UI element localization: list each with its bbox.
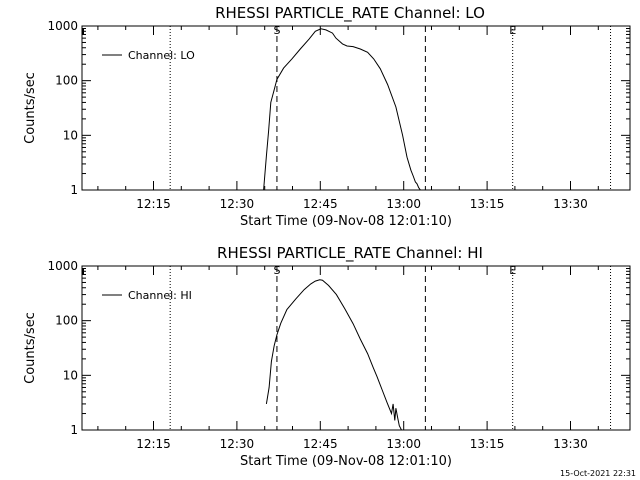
x-tick-label: 13:15 xyxy=(470,437,505,451)
y-axis-label: Counts/sec xyxy=(23,312,38,384)
y-tick-label: 10 xyxy=(63,368,78,382)
marker-label: S xyxy=(273,264,280,277)
plot-frame xyxy=(81,25,631,191)
x-axis-label: Start Time (09-Nov-08 12:01:10) xyxy=(240,214,452,229)
y-tick-label: 100 xyxy=(55,74,78,88)
x-tick-label: 12:45 xyxy=(303,437,338,451)
y-tick-label: 1 xyxy=(70,183,78,197)
timestamp-label: 15-Oct-2021 22:31 xyxy=(560,469,636,478)
series-line xyxy=(265,279,402,431)
marker-label: E xyxy=(509,24,516,37)
x-tick-label: 13:00 xyxy=(386,197,421,211)
y-tick-label: 10 xyxy=(63,128,78,142)
chart-title: RHESSI PARTICLE_RATE Channel: HI xyxy=(217,244,483,263)
x-axis-label: Start Time (09-Nov-08 12:01:10) xyxy=(240,454,452,469)
y-tick-label: 1000 xyxy=(47,259,78,273)
x-tick-label: 12:15 xyxy=(136,437,171,451)
x-tick-label: 12:30 xyxy=(220,197,255,211)
marker-label: E xyxy=(509,264,516,277)
y-tick-label: 1 xyxy=(70,423,78,437)
chart-panel-2: RHESSI PARTICLE_RATE Channel: HI Start Ti… xyxy=(23,244,631,469)
x-tick-label: 12:15 xyxy=(136,197,171,211)
x-tick-label: 12:30 xyxy=(220,437,255,451)
chart-panel-1: RHESSI PARTICLE_RATE Channel: LO Start Ti… xyxy=(23,4,631,229)
x-tick-label: 13:00 xyxy=(386,437,421,451)
legend-entry: Channel: LO xyxy=(128,49,195,62)
y-tick-label: 100 xyxy=(55,314,78,328)
x-tick-label: 13:15 xyxy=(470,197,505,211)
plot-frame xyxy=(81,265,631,431)
y-tick-label: 1000 xyxy=(47,19,78,33)
x-tick-label: 13:30 xyxy=(553,197,588,211)
x-tick-label: 13:30 xyxy=(553,437,588,451)
marker-label: S xyxy=(273,24,280,37)
legend-entry: Channel: HI xyxy=(128,289,192,302)
chart-title: RHESSI PARTICLE_RATE Channel: LO xyxy=(215,4,485,23)
series-line xyxy=(263,28,421,191)
y-axis-label: Counts/sec xyxy=(23,72,38,144)
x-tick-label: 12:45 xyxy=(303,197,338,211)
